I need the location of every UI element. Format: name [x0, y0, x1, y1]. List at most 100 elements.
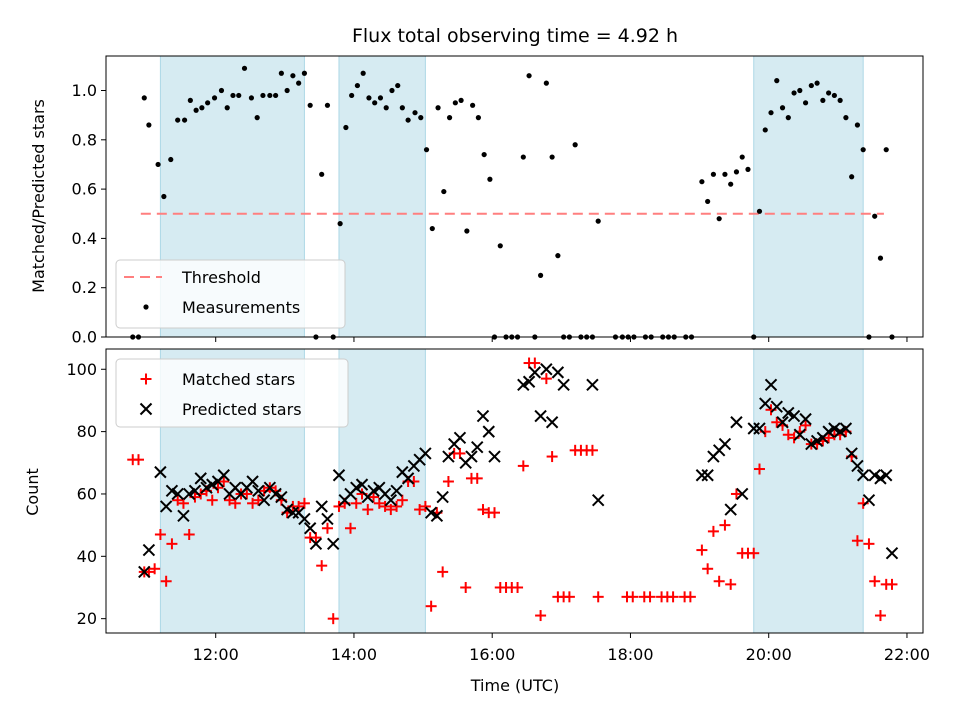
predicted-star-point: [736, 487, 749, 501]
predicted-star-point: [257, 493, 271, 507]
measurement-point: [446, 115, 453, 121]
y-tick-label: 0.0: [72, 328, 97, 347]
predicted-star-point: [286, 506, 300, 519]
measurement-point: [284, 87, 290, 94]
predicted-star-point: [591, 493, 605, 507]
predicted-star-point: [482, 425, 495, 438]
measurement-point: [193, 107, 199, 113]
predicted-star-point: [177, 509, 190, 522]
matched-star-point: [442, 475, 454, 487]
measurement-point: [768, 110, 774, 116]
matched-star-point: [385, 504, 397, 516]
predicted-star-point: [730, 416, 743, 429]
measurement-point: [797, 87, 803, 94]
matched-star-point: [252, 494, 264, 506]
matched-star-point: [333, 500, 345, 512]
predicted-star-point: [759, 397, 772, 410]
matched-star-point: [229, 497, 241, 509]
matched-star-point: [396, 494, 408, 506]
y-tick-label: 1.0: [72, 81, 97, 100]
measurement-point: [837, 97, 843, 103]
predicted-star-point: [522, 375, 536, 388]
y-tick-label: 80: [77, 422, 97, 441]
matched-star-point: [535, 610, 547, 622]
measurement-point: [366, 95, 372, 101]
x-tick-label: 12:00: [193, 645, 239, 664]
measurement-point: [429, 225, 435, 232]
measurement-point: [418, 115, 424, 121]
measurement-point: [537, 272, 544, 278]
predicted-star-point: [252, 484, 265, 498]
predicted-star-point: [828, 422, 841, 435]
predicted-star-point: [327, 537, 340, 551]
measurement-point: [785, 115, 791, 121]
matched-star-point: [874, 610, 886, 622]
predicted-star-point: [874, 472, 887, 485]
matched-star-point: [869, 575, 881, 587]
measurement-point: [808, 82, 814, 89]
matched-star-point: [321, 522, 333, 534]
predicted-star-point: [217, 469, 230, 482]
predicted-star-point: [845, 447, 858, 460]
bottom-x-ticks: 12:00 14:00 16:00 18:00 20:00 22:00: [193, 633, 930, 664]
measurement-point: [205, 100, 211, 106]
matched-marker-sample: [140, 373, 152, 385]
y-tick-label: 0.2: [72, 278, 97, 297]
predicted-star-point: [839, 422, 853, 435]
matched-star-point: [517, 460, 529, 472]
predicted-star-point: [718, 437, 732, 451]
measurement-point: [395, 82, 401, 89]
top-y-axis-label: Matched/Predicted stars: [29, 99, 48, 293]
measurement-point: [549, 154, 555, 160]
measurement-point: [520, 154, 526, 160]
matched-star-point: [782, 429, 794, 441]
predicted-star-point: [517, 378, 530, 392]
matched-star-point: [512, 581, 524, 593]
measurement-point: [722, 171, 728, 177]
measurement-point: [230, 92, 236, 99]
shaded-interval: [338, 55, 426, 338]
matched-star-point: [563, 591, 575, 603]
measurement-point: [716, 216, 722, 222]
predicted-star-point: [188, 484, 202, 498]
measurement-point: [802, 100, 809, 106]
predicted-star-point: [747, 422, 760, 435]
x-axis-label: Time (UTC): [470, 676, 559, 695]
predicted-star-point: [851, 459, 864, 473]
measurement-point: [389, 87, 395, 94]
measurement-point: [241, 65, 248, 71]
y-tick-label: 0.6: [72, 180, 97, 199]
measurement-point: [756, 208, 763, 214]
predicted-star-point: [171, 487, 184, 501]
matched-star-point: [149, 563, 161, 575]
measurement-point: [728, 181, 734, 187]
predicted-star-point: [154, 465, 167, 479]
top-axes-frame: [105, 55, 924, 338]
matched-star-point: [627, 591, 639, 603]
measurement-point: [405, 117, 411, 123]
x-tick-label: 22:00: [884, 645, 930, 664]
measurement-point: [296, 80, 302, 86]
bottom-panel: 20 40 60 80 100 12:00 14:00 16:00 18:00 20:00 22:…: [23, 348, 930, 695]
predicted-star-point: [782, 406, 795, 420]
predicted-star-point: [724, 503, 737, 516]
matched-star-point: [719, 519, 731, 531]
matched-star-point: [529, 357, 541, 369]
measurement-point: [383, 105, 389, 111]
x-tick-label: 20:00: [746, 645, 792, 664]
measurement-point: [211, 95, 218, 101]
measurement-point: [872, 213, 878, 219]
measurement-point: [475, 115, 481, 121]
legend-predicted-swatch: [139, 402, 153, 416]
measurement-point: [412, 110, 418, 116]
chart-title: Flux total observing time = 4.92 h: [352, 25, 678, 47]
matched-star-point: [166, 538, 178, 550]
predicted-star-point: [390, 484, 403, 498]
predicted-star-point: [880, 469, 893, 482]
matched-star-point: [800, 419, 812, 431]
measurement-point: [555, 253, 561, 259]
predicted-star-point: [540, 363, 553, 376]
x-tick-label: 18:00: [607, 645, 653, 664]
measurement-point: [324, 102, 331, 108]
measurement-point: [155, 161, 161, 168]
